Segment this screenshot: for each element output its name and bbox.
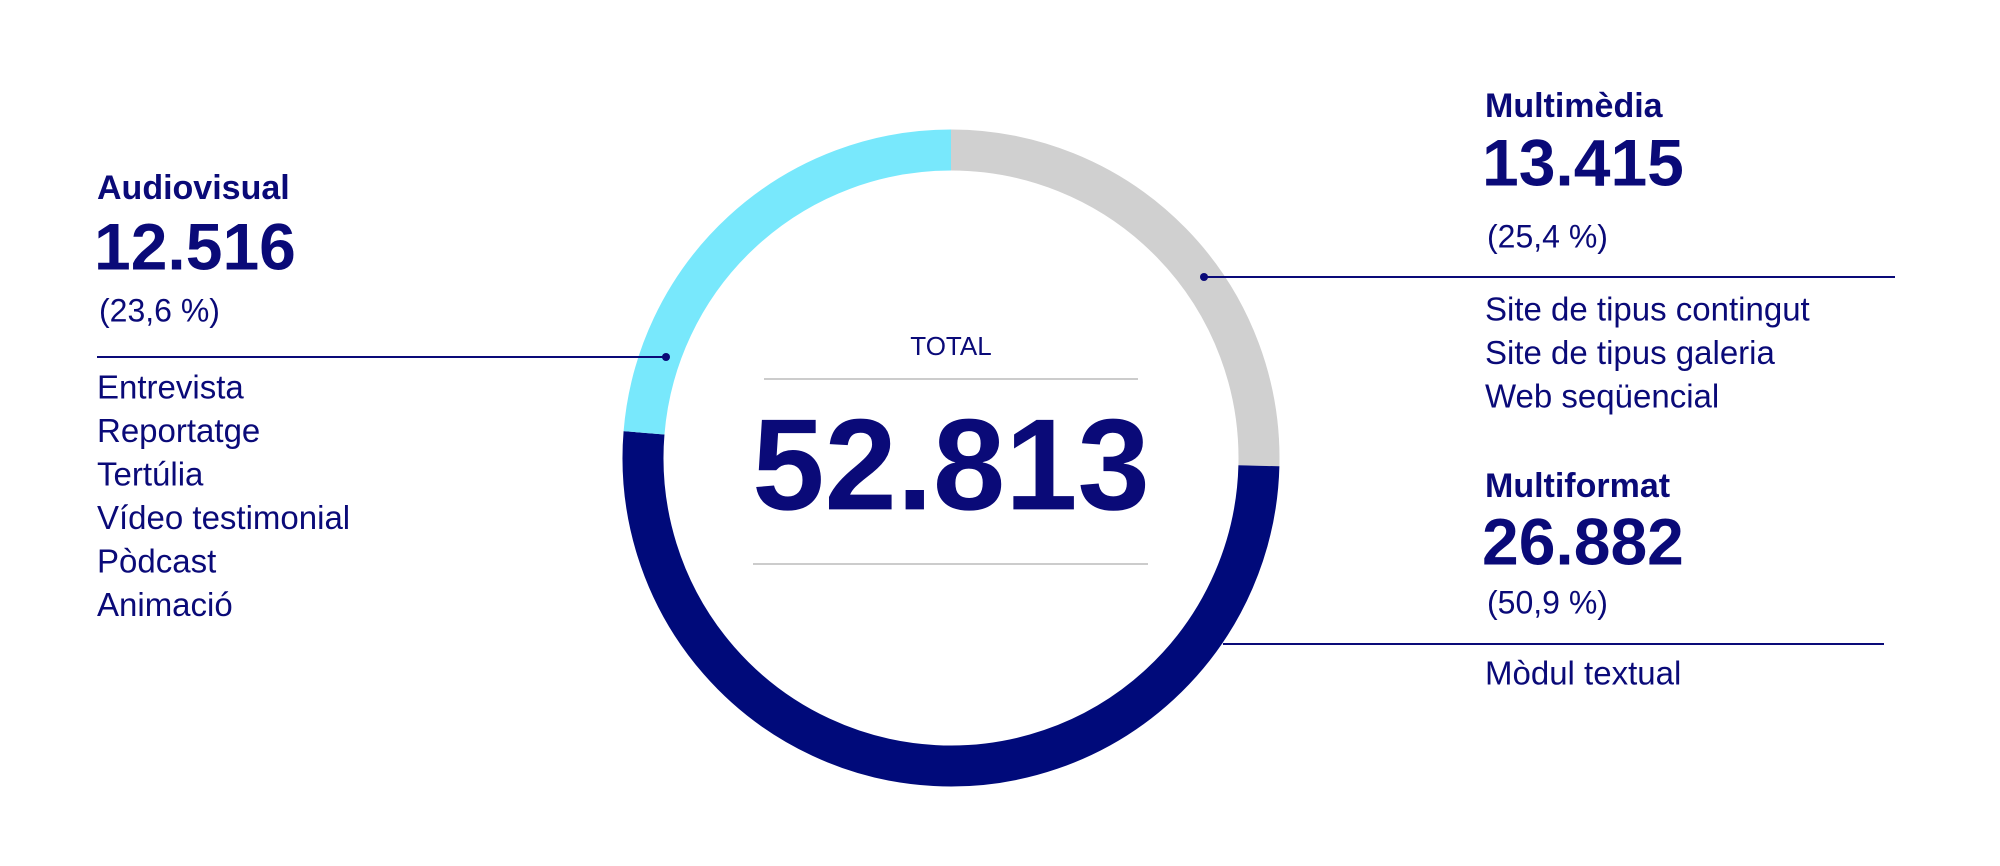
item-label: Entrevista bbox=[97, 369, 244, 406]
item-label: Mòdul textual bbox=[1485, 655, 1681, 692]
donut-segment bbox=[622, 431, 1280, 787]
value-label: 26.882 bbox=[1482, 504, 1684, 578]
share-label: (23,6 %) bbox=[99, 292, 220, 328]
item-label: Web seqüencial bbox=[1485, 378, 1719, 415]
share-label: (50,9 %) bbox=[1487, 584, 1608, 620]
value-label: 13.415 bbox=[1482, 125, 1684, 199]
value-label: 12.516 bbox=[94, 209, 296, 283]
item-label: Pòdcast bbox=[97, 543, 216, 580]
item-label: Site de tipus galeria bbox=[1485, 334, 1775, 371]
donut-segment bbox=[950, 129, 1280, 467]
total-value: 52.813 bbox=[752, 391, 1150, 537]
item-label: Reportatge bbox=[97, 412, 260, 449]
leader-dot bbox=[1200, 273, 1208, 281]
item-label: Vídeo testimonial bbox=[97, 499, 350, 536]
total-title: TOTAL bbox=[910, 331, 991, 361]
share-label: (25,4 %) bbox=[1487, 218, 1608, 254]
item-label: Tertúlia bbox=[97, 456, 204, 493]
item-label: Animació bbox=[97, 586, 233, 623]
leader-dot bbox=[662, 353, 670, 361]
donut-segment bbox=[623, 129, 952, 435]
item-label: Site de tipus contingut bbox=[1485, 291, 1810, 328]
category-label: Audiovisual bbox=[97, 169, 290, 207]
category-label: Multiformat bbox=[1485, 467, 1670, 505]
category-label: Multimèdia bbox=[1485, 87, 1664, 125]
